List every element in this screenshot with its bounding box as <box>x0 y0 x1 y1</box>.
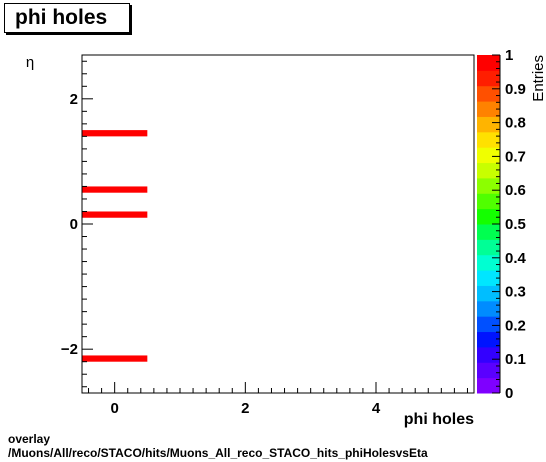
z-tick-label: 1 <box>505 47 513 64</box>
z-tick-label: 0 <box>505 385 513 402</box>
plot-frame <box>81 54 475 394</box>
color-scale-band <box>477 208 500 225</box>
color-scale-band <box>477 55 500 71</box>
footer-line-1: overlay <box>8 432 51 446</box>
heatmap-bin <box>82 211 148 218</box>
color-scale-band <box>477 362 500 379</box>
color-scale-band <box>477 346 500 363</box>
color-scale-band <box>477 254 500 271</box>
color-scale-band <box>477 377 500 394</box>
color-scale-band <box>477 85 500 102</box>
color-scale-band <box>477 285 500 302</box>
footer-line-2: /Muons/All/reco/STACO/hits/Muons_All_rec… <box>8 446 428 460</box>
z-tick-label: 0.2 <box>505 317 526 334</box>
color-scale-band <box>477 239 500 256</box>
y-tick-label: 0 <box>70 216 78 233</box>
heatmap-bin <box>82 355 148 362</box>
x-axis-label: phi holes <box>404 411 474 428</box>
z-tick-label: 0.4 <box>505 250 527 267</box>
color-scale-band <box>477 101 500 117</box>
color-scale-band <box>477 270 500 286</box>
z-tick-label: 0.1 <box>505 351 526 368</box>
z-tick-label: 0.9 <box>505 81 526 98</box>
color-scale-band <box>477 116 500 133</box>
x-tick-label: 4 <box>372 400 381 417</box>
color-scale-band <box>477 316 500 333</box>
z-tick-label: 0.6 <box>505 182 526 199</box>
z-tick-label: 0.7 <box>505 148 526 165</box>
color-scale-band <box>477 224 500 240</box>
title-box: phi holes <box>4 3 130 33</box>
y-axis-label: η <box>26 54 34 71</box>
color-scale-band <box>477 193 500 210</box>
color-scale-band <box>477 131 500 148</box>
heatmap-bin <box>82 186 148 193</box>
y-tick-label: −2 <box>61 341 78 358</box>
color-scale-band <box>477 331 500 348</box>
z-tick-label: 0.5 <box>505 216 526 233</box>
z-tick-label: 0.3 <box>505 284 526 301</box>
x-tick-label: 0 <box>110 400 118 417</box>
x-tick-label: 2 <box>241 400 249 417</box>
z-axis-label: Entries <box>530 55 546 102</box>
color-scale-band <box>477 147 500 164</box>
color-scale-band <box>477 177 500 194</box>
heatmap-bin <box>82 130 148 137</box>
z-tick-label: 0.8 <box>505 115 526 132</box>
color-scale-band <box>477 70 500 87</box>
color-scale-band <box>477 300 500 317</box>
color-scale-band <box>477 162 500 179</box>
y-tick-label: 2 <box>70 91 78 108</box>
chart-title: phi holes <box>15 6 108 29</box>
